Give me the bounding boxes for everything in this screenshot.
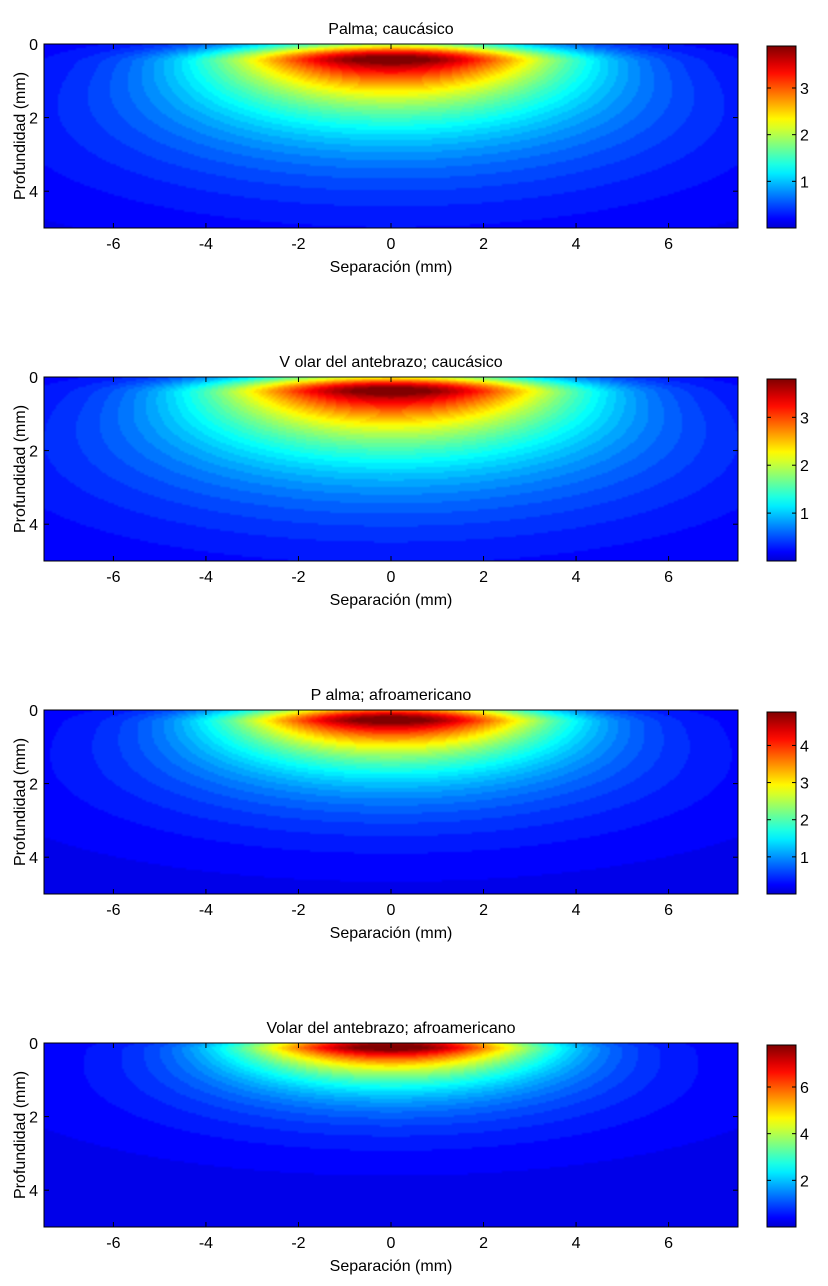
y-tick-label: 4 — [29, 1183, 38, 1200]
y-axis-label: Profundidad (mm) — [12, 72, 29, 200]
y-tick-label: 0 — [29, 1036, 38, 1053]
x-tick-label: 4 — [572, 1235, 581, 1252]
y-tick-label: 4 — [29, 517, 38, 534]
colorbar-tick-label: 3 — [800, 410, 809, 427]
colorbar-tick-label: 2 — [800, 128, 809, 145]
x-tick-label: -6 — [106, 569, 120, 586]
colorbar-tick-label: 1 — [800, 850, 809, 867]
heatmap-image — [44, 377, 738, 561]
x-tick-label: 0 — [387, 1235, 396, 1252]
y-tick-label: 4 — [29, 184, 38, 201]
x-tick-label: -2 — [291, 1235, 305, 1252]
x-tick-label: 6 — [664, 1235, 673, 1252]
x-tick-label: -2 — [291, 569, 305, 586]
x-tick-label: 0 — [387, 569, 396, 586]
colorbar-tick-label: 3 — [800, 81, 809, 98]
heatmap-image — [44, 44, 738, 228]
x-tick-label: 4 — [572, 569, 581, 586]
x-axis-label: Separación (mm) — [330, 259, 453, 276]
colorbar-tick-label: 2 — [800, 458, 809, 475]
x-axis-label: Separación (mm) — [330, 925, 453, 942]
colorbar-tick-label: 2 — [800, 1173, 809, 1190]
colorbar-tick-label: 2 — [800, 813, 809, 830]
x-axis-label: Separación (mm) — [330, 592, 453, 609]
x-axis-label: Separación (mm) — [330, 1258, 453, 1275]
chart-title: P alma; afroamericano — [311, 687, 472, 704]
x-tick-label: 6 — [664, 569, 673, 586]
y-axis-label: Profundidad (mm) — [12, 738, 29, 866]
chart-title: Volar del antebrazo; afroamericano — [266, 1020, 515, 1037]
colorbar — [766, 45, 797, 229]
y-tick-label: 2 — [29, 111, 38, 128]
colorbar-tick-label: 3 — [800, 776, 809, 793]
x-tick-label: -6 — [106, 1235, 120, 1252]
colorbar — [766, 1044, 797, 1228]
x-tick-label: -4 — [199, 236, 213, 253]
chart-panel-2: V olar del antebrazo; caucásico -6 -4 -2 0 2 4… — [12, 354, 809, 609]
chart-panel-4: Volar del antebrazo; afroamericano -6 -4 -2… — [12, 1020, 809, 1275]
x-tick-label: -4 — [199, 1235, 213, 1252]
y-tick-label: 0 — [29, 37, 38, 54]
x-tick-label: -6 — [106, 902, 120, 919]
y-tick-label: 0 — [29, 703, 38, 720]
x-tick-label: 6 — [664, 902, 673, 919]
colorbar-tick-label: 6 — [800, 1080, 809, 1097]
y-tick-label: 2 — [29, 777, 38, 794]
colorbar-tick-label: 4 — [800, 738, 809, 755]
heatmap-image — [44, 1043, 738, 1227]
heatmap-image — [44, 710, 738, 894]
colorbar-tick-label: 1 — [800, 506, 809, 523]
x-tick-label: 4 — [572, 236, 581, 253]
y-tick-label: 4 — [29, 850, 38, 867]
y-tick-label: 2 — [29, 444, 38, 461]
y-tick-label: 2 — [29, 1110, 38, 1127]
x-tick-label: -2 — [291, 236, 305, 253]
y-axis-label: Profundidad (mm) — [12, 405, 29, 533]
x-tick-label: -4 — [199, 569, 213, 586]
chart-title: Palma; caucásico — [328, 21, 453, 38]
x-tick-label: 2 — [479, 1235, 488, 1252]
x-tick-label: -4 — [199, 902, 213, 919]
x-tick-label: 0 — [387, 902, 396, 919]
x-tick-label: 2 — [479, 569, 488, 586]
colorbar-tick-label: 4 — [800, 1127, 809, 1144]
colorbar — [766, 378, 797, 562]
y-axis-label: Profundidad (mm) — [12, 1071, 29, 1199]
x-tick-label: -2 — [291, 902, 305, 919]
y-tick-label: 0 — [29, 370, 38, 387]
x-tick-label: 2 — [479, 236, 488, 253]
x-tick-label: 6 — [664, 236, 673, 253]
chart-panel-1: Palma; caucásico -6 -4 -2 0 2 4 6 0 2 4 Separación … — [12, 21, 809, 276]
x-tick-label: 2 — [479, 902, 488, 919]
colorbar-tick-label: 1 — [800, 174, 809, 191]
x-tick-label: 0 — [387, 236, 396, 253]
colorbar — [766, 711, 797, 895]
chart-title: V olar del antebrazo; caucásico — [279, 354, 502, 371]
x-tick-label: -6 — [106, 236, 120, 253]
x-tick-label: 4 — [572, 902, 581, 919]
chart-panel-3: P alma; afroamericano -6 -4 -2 0 2 4 6 0 2 4 Separa… — [12, 687, 809, 942]
